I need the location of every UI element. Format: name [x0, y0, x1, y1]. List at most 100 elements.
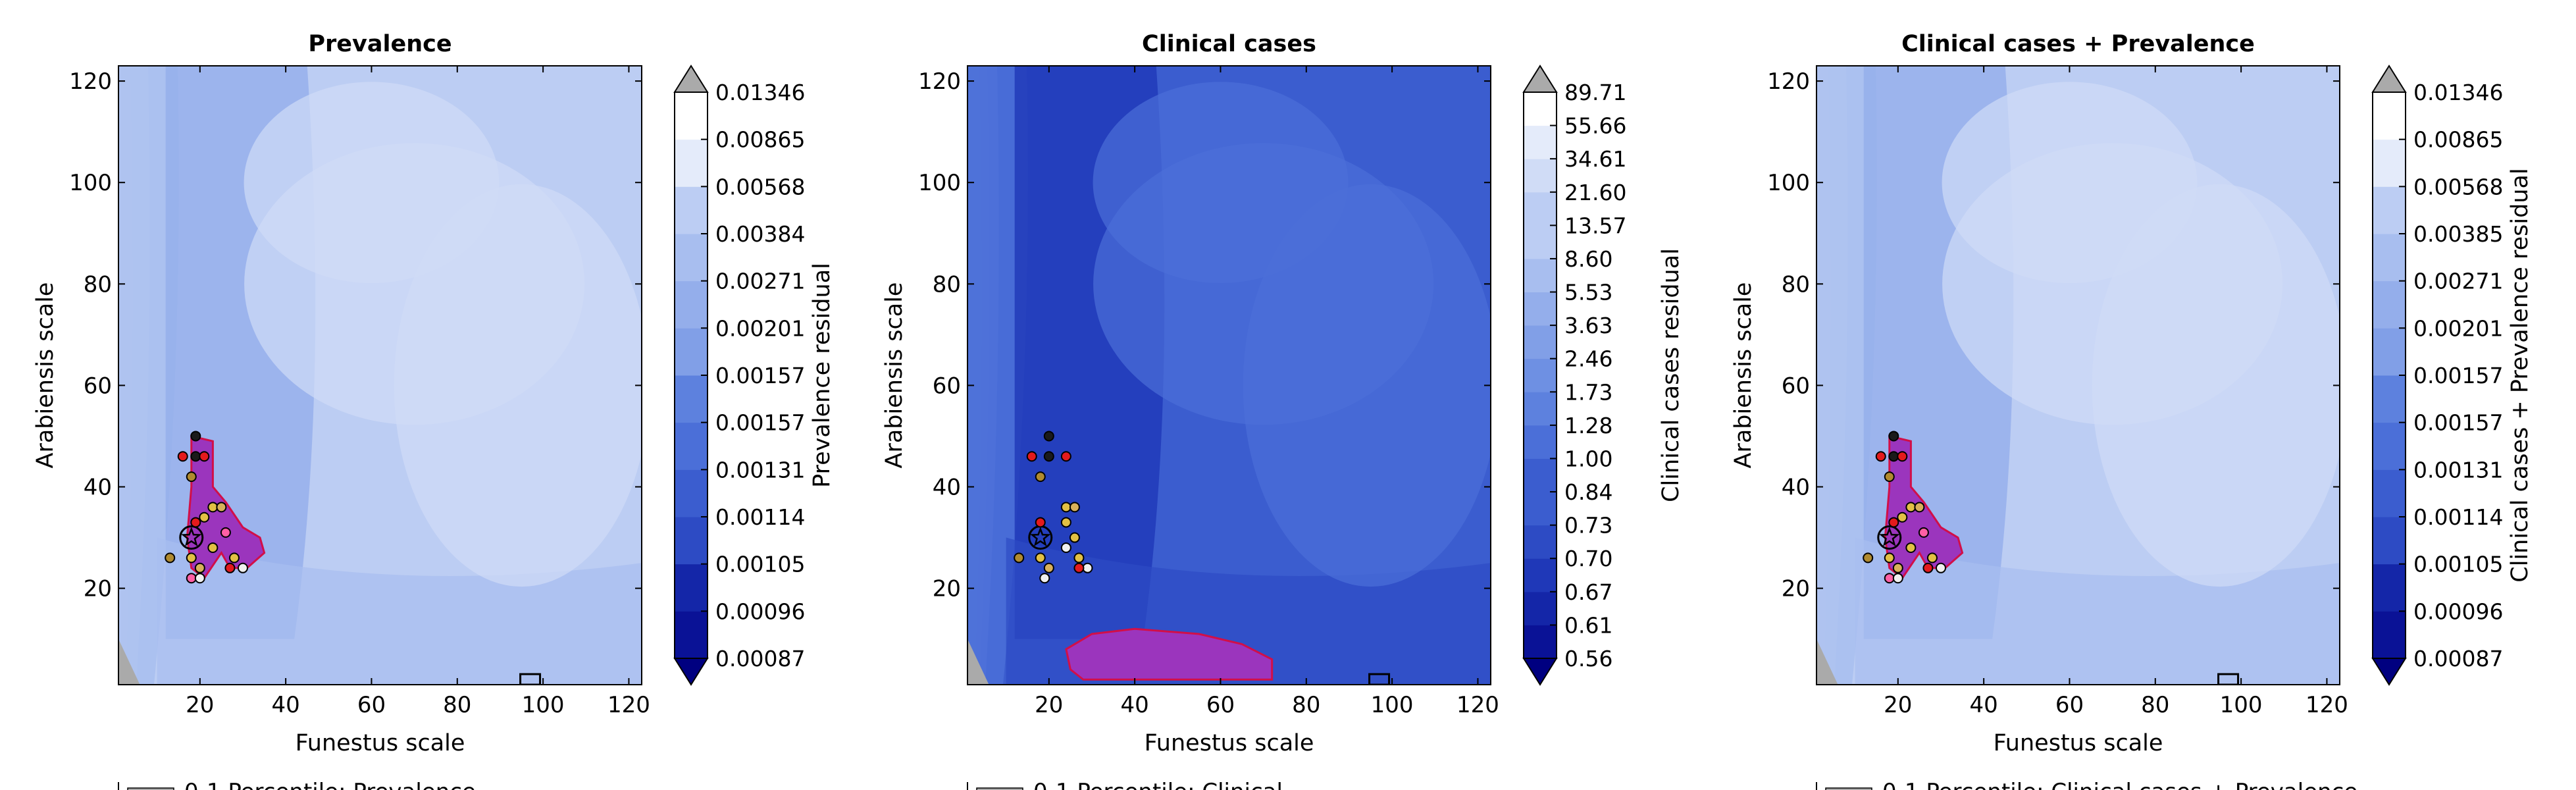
data-point [199, 512, 210, 523]
colorbar-segment [1524, 325, 1557, 359]
x-axis-label: Funestus scale [1145, 730, 1314, 756]
y-tick-label: 60 [84, 373, 112, 399]
data-point [207, 502, 219, 513]
colorbar-segment [1524, 425, 1557, 459]
x-tick-label: 100 [522, 692, 565, 718]
colorbar-tick-label: 0.00087 [2413, 646, 2503, 672]
data-point [194, 562, 205, 573]
colorbar-tick-label: 0.00087 [715, 646, 805, 672]
colorbar-tick-label: 0.00568 [2413, 174, 2503, 199]
data-point [220, 527, 231, 538]
data-point [1069, 532, 1080, 543]
plot-frame [1816, 65, 2340, 685]
y-tick-label: 40 [1782, 475, 1810, 501]
colorbar-segment [2373, 611, 2406, 659]
data-point [1043, 562, 1054, 573]
colorbar-segment [1524, 458, 1557, 492]
data-point [237, 562, 248, 573]
chart-panel-2: 20 40 60 80 100 120 20 40 60 80 100 120 Clinical cas… [881, 31, 1684, 790]
data-point [186, 552, 197, 564]
data-point [177, 451, 188, 462]
colorbar-segment [675, 564, 708, 612]
over-range-region [118, 639, 140, 685]
colorbar-segment [1524, 192, 1557, 226]
over-range-region [1816, 639, 1838, 685]
colorbar-tick-label: 0.00385 [2413, 221, 2503, 247]
x-tick-label: 100 [2220, 692, 2263, 718]
data-point [190, 517, 201, 528]
y-tick-label: 40 [933, 475, 961, 501]
contour-patch [2092, 184, 2340, 587]
y-tick-label: 100 [69, 170, 112, 196]
data-point [1043, 451, 1054, 462]
y-tick-label: 80 [1782, 271, 1810, 298]
y-tick-label: 80 [84, 271, 112, 298]
data-point [1905, 502, 1917, 513]
colorbar-tick-label: 0.00865 [715, 127, 805, 153]
colorbar-tick-label: 21.60 [1564, 180, 1626, 205]
colorbar-segment [1524, 625, 1557, 659]
contour-patch [1942, 82, 2198, 284]
colorbar-segment [1524, 159, 1557, 193]
data-point [1888, 517, 1899, 528]
data-point [1884, 471, 1895, 483]
legend-label: 0-1 Percentile: Clinical cases + Prevale… [1882, 779, 2357, 790]
x-tick-label: 20 [186, 692, 214, 718]
colorbar-segment [2373, 139, 2406, 187]
chart-panel-1: 20 40 60 80 100 120 20 40 60 80 100 120 Prevalence Fu… [32, 31, 835, 790]
colorbar-over-extension [2371, 65, 2407, 93]
square-marker [2217, 673, 2240, 685]
data-point [1073, 552, 1085, 564]
colorbar-under-extension [673, 658, 709, 686]
data-point [1935, 562, 1946, 573]
colorbar-tick-label: 0.00105 [715, 552, 805, 577]
legend-label: 0-1 Percentile: Clinical [1033, 779, 1283, 790]
data-point [1897, 512, 1908, 523]
y-tick-label: 120 [1767, 68, 1810, 95]
colorbar-under-extension [1522, 658, 1558, 686]
x-tick-label: 40 [1121, 692, 1149, 718]
colorbar-segment [675, 186, 708, 234]
colorbar: 0.00087 0.00096 0.00105 0.00114 0.00131 0.001… [2371, 65, 2533, 686]
x-tick-label: 20 [1884, 692, 1912, 718]
plot-area [1816, 66, 2340, 685]
plot-area [118, 66, 642, 685]
colorbar-tick-label: 0.84 [1564, 479, 1612, 505]
y-tick-label: 100 [918, 170, 961, 196]
x-axis-label: Funestus scale [296, 730, 465, 756]
x-axis-label: Funestus scale [1994, 730, 2163, 756]
data-point [228, 552, 240, 564]
colorbar-segment [1524, 492, 1557, 526]
colorbar-tick-label: 0.00157 [715, 363, 805, 388]
colorbar-tick-label: 0.00568 [715, 174, 805, 199]
x-tick-label: 120 [1456, 692, 1499, 718]
optimum-marker [179, 525, 204, 550]
data-point [186, 573, 197, 584]
colorbar-tick-label: 0.70 [1564, 546, 1612, 571]
colorbar-tick-label: 0.00865 [2413, 127, 2503, 153]
data-point [194, 573, 205, 584]
colorbar-tick-label: 0.00105 [2413, 552, 2503, 577]
data-point [1035, 471, 1046, 483]
data-point [1888, 451, 1899, 462]
data-point [1082, 562, 1093, 573]
y-tick-label: 80 [933, 271, 961, 298]
colorbar-segment [675, 517, 708, 565]
y-tick-label: 120 [918, 68, 961, 95]
data-point [1892, 562, 1903, 573]
data-point [1914, 502, 1925, 513]
y-axis-label: Arabiensis scale [881, 282, 908, 469]
colorbar-segment [675, 139, 708, 187]
colorbar-segment [675, 469, 708, 517]
colorbar-tick-label: 0.00114 [715, 504, 805, 530]
square-marker [519, 673, 542, 685]
percentile-region [1065, 627, 1274, 681]
square-marker [1368, 673, 1391, 685]
colorbar-under-extension [2371, 658, 2407, 686]
data-point [1073, 562, 1085, 573]
data-point [199, 451, 210, 462]
colorbar-tick-label: 0.00157 [2413, 410, 2503, 436]
x-tick-label: 20 [1035, 692, 1063, 718]
colorbar-segment [1524, 591, 1557, 625]
